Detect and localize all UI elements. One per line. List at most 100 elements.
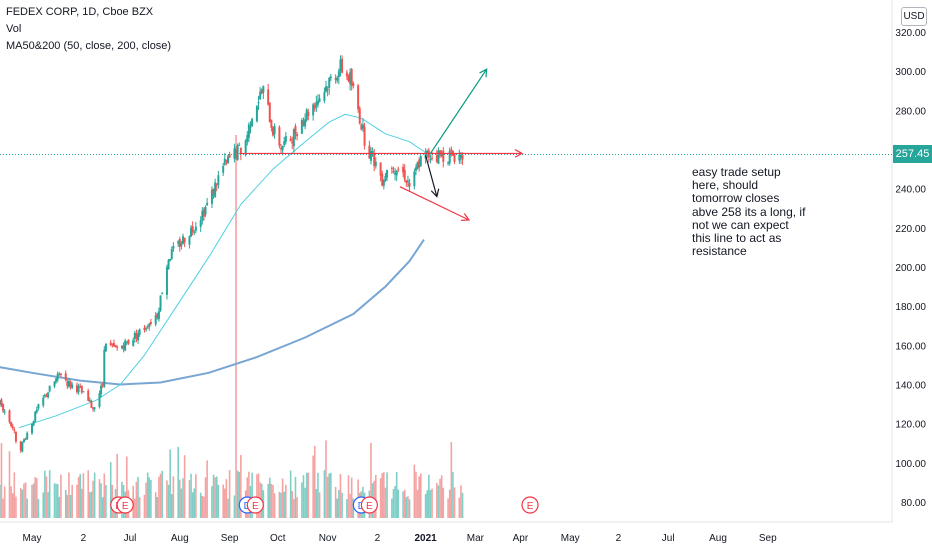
volume-bar bbox=[280, 492, 282, 518]
volume-bar bbox=[42, 492, 45, 518]
candle-body bbox=[386, 169, 389, 178]
candle-body bbox=[281, 145, 284, 151]
volume-bar bbox=[413, 464, 416, 518]
candle-body bbox=[170, 248, 173, 259]
volume-bar bbox=[44, 470, 46, 518]
bearish-arrow bbox=[425, 155, 438, 197]
candle-body bbox=[419, 155, 422, 166]
volume-bar bbox=[90, 491, 93, 518]
volume-bar bbox=[415, 471, 417, 518]
x-tick-label: Mar bbox=[467, 533, 485, 544]
volume-bar bbox=[109, 462, 112, 518]
candle-body bbox=[347, 76, 350, 82]
candle-body bbox=[280, 148, 283, 150]
candle-body bbox=[112, 343, 115, 347]
candle-body bbox=[104, 343, 107, 352]
candle-body bbox=[42, 397, 45, 406]
volume-bar bbox=[45, 476, 48, 518]
candle-body bbox=[448, 151, 451, 164]
volume-bar bbox=[191, 492, 194, 518]
y-tick-label: 80.00 bbox=[901, 498, 926, 509]
candle-body bbox=[111, 344, 114, 346]
candle-body bbox=[345, 72, 348, 77]
y-tick-label: 220.00 bbox=[895, 224, 926, 235]
candle-body bbox=[146, 327, 149, 329]
volume-bar bbox=[294, 476, 297, 518]
candle-body bbox=[307, 112, 310, 117]
candle-body bbox=[228, 154, 231, 158]
candle-body bbox=[191, 226, 194, 232]
candle-body bbox=[116, 346, 119, 348]
candlesticks bbox=[0, 55, 464, 453]
candle-body bbox=[350, 69, 353, 86]
candle-body bbox=[148, 323, 151, 328]
x-tick-label: May bbox=[23, 533, 42, 544]
candle-body bbox=[406, 180, 409, 183]
volume-bar bbox=[206, 460, 208, 518]
candle-body bbox=[318, 98, 321, 102]
volume-bar bbox=[211, 486, 213, 518]
candle-body bbox=[300, 120, 303, 134]
volume-bar bbox=[2, 498, 4, 518]
currency-button[interactable]: USD bbox=[901, 7, 927, 26]
volume-bar bbox=[21, 489, 24, 518]
candle-body bbox=[149, 321, 152, 324]
volume-bar bbox=[317, 472, 319, 518]
candle-body bbox=[159, 295, 162, 311]
earnings-marker bbox=[360, 496, 378, 514]
volume-bar bbox=[0, 443, 3, 518]
volume-bar bbox=[273, 493, 276, 518]
volume-bar bbox=[312, 455, 314, 518]
volume-bar bbox=[225, 479, 228, 518]
candle-body bbox=[339, 59, 342, 72]
y-tick-label: 140.00 bbox=[895, 381, 926, 392]
candle-body bbox=[304, 119, 307, 127]
volume-bar bbox=[53, 483, 56, 518]
volume-bar bbox=[180, 488, 183, 518]
volume-bar bbox=[68, 472, 70, 518]
candle-body bbox=[125, 341, 128, 343]
candle-body bbox=[251, 118, 254, 127]
candle-body bbox=[341, 58, 344, 73]
volume-bar bbox=[77, 476, 80, 518]
volume-bar bbox=[161, 470, 163, 518]
volume-bar bbox=[182, 478, 184, 518]
candle-body bbox=[103, 349, 106, 387]
candle-body bbox=[127, 339, 130, 344]
volume-bar bbox=[177, 446, 179, 518]
volume-bar bbox=[270, 483, 273, 518]
volume-bar bbox=[154, 492, 157, 518]
candle-body bbox=[262, 86, 265, 93]
volume-bar bbox=[440, 475, 443, 518]
candle-body bbox=[379, 162, 382, 176]
candle-body bbox=[337, 71, 340, 78]
candle-body bbox=[236, 145, 239, 160]
volume-bar bbox=[87, 470, 90, 518]
candle-body bbox=[259, 91, 262, 100]
candle-body bbox=[172, 245, 175, 249]
candle-body bbox=[267, 89, 270, 105]
y-tick-label: 320.00 bbox=[895, 28, 926, 39]
y-tick-label: 300.00 bbox=[895, 67, 926, 78]
volume-bar bbox=[172, 476, 175, 518]
candle-body bbox=[418, 159, 421, 168]
y-tick-label: 200.00 bbox=[895, 263, 926, 274]
volume-bar bbox=[251, 472, 253, 518]
candle-body bbox=[450, 149, 453, 152]
candle-body bbox=[88, 400, 91, 402]
candle-body bbox=[292, 128, 295, 147]
candle-body bbox=[305, 109, 308, 120]
volume-bar bbox=[101, 497, 104, 518]
volume-bar bbox=[103, 473, 106, 518]
candle-body bbox=[235, 149, 238, 158]
candle-body bbox=[316, 100, 319, 105]
candle-body bbox=[431, 157, 434, 159]
volume-bar bbox=[183, 455, 186, 518]
candle-body bbox=[101, 384, 104, 386]
volume-bar bbox=[76, 484, 78, 518]
bullish-arrowhead bbox=[479, 68, 488, 78]
volume-bar bbox=[395, 471, 398, 518]
volume-bar bbox=[100, 483, 102, 518]
volume-bar bbox=[347, 475, 350, 518]
